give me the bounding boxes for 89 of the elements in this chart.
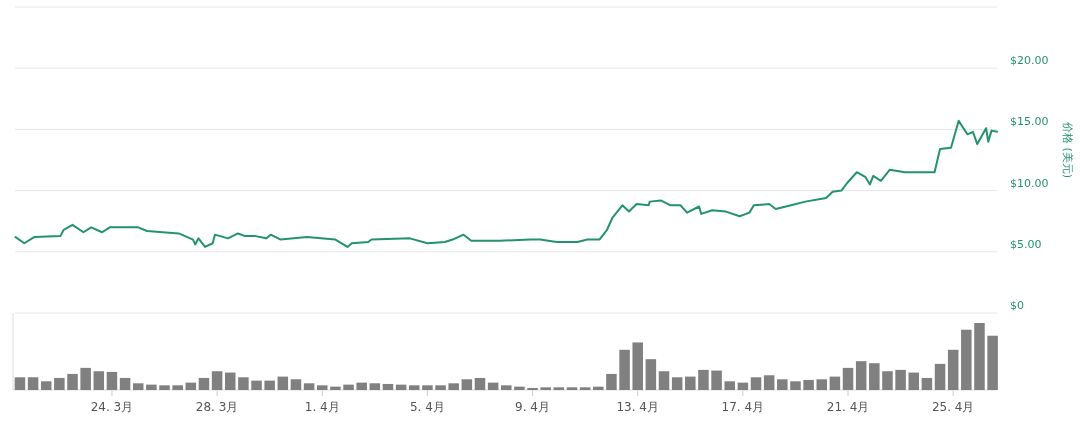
bar xyxy=(487,382,499,390)
bar xyxy=(80,367,91,390)
bar xyxy=(829,376,841,390)
bar xyxy=(527,387,538,390)
bar xyxy=(658,371,670,390)
bar xyxy=(974,323,985,390)
bar xyxy=(93,371,105,390)
bar xyxy=(921,377,933,390)
y-tick-label: $15.00 xyxy=(1010,115,1049,129)
bar xyxy=(356,382,367,390)
bar xyxy=(750,377,762,390)
bar xyxy=(146,384,157,390)
bar xyxy=(132,383,144,390)
bar xyxy=(671,377,683,390)
x-tick-label: 28. 3月 xyxy=(195,400,239,414)
bar xyxy=(474,377,486,390)
bar xyxy=(106,371,118,390)
bar xyxy=(855,361,867,390)
bar xyxy=(277,376,289,390)
x-tick-label: 17. 4月 xyxy=(721,400,765,414)
bar xyxy=(27,377,39,390)
bar xyxy=(698,369,709,390)
bar xyxy=(593,386,604,390)
x-tick-label: 21. 4月 xyxy=(826,400,870,414)
bar xyxy=(632,342,643,390)
y-tick-label: $10.00 xyxy=(1010,176,1049,190)
bar xyxy=(330,386,341,390)
y-tick-label: $5.00 xyxy=(1010,237,1042,251)
bar xyxy=(934,363,946,390)
bar xyxy=(422,385,433,390)
bar xyxy=(803,379,814,390)
y-tick-label: $20.00 xyxy=(1010,54,1049,68)
bar xyxy=(869,363,880,390)
bar xyxy=(40,381,52,390)
bar xyxy=(737,382,749,390)
bar xyxy=(579,387,591,390)
y-axis-title: 价格 (美元) xyxy=(1061,120,1074,179)
x-tick-label: 5. 4月 xyxy=(409,400,445,414)
bar xyxy=(777,379,788,390)
bar xyxy=(711,370,722,390)
bar xyxy=(553,387,565,390)
bar xyxy=(816,379,827,390)
bar xyxy=(961,329,972,390)
bar xyxy=(540,387,551,390)
bar xyxy=(224,372,236,390)
bar xyxy=(251,380,262,390)
bar xyxy=(303,383,315,390)
bar xyxy=(842,367,854,390)
bar xyxy=(382,383,394,390)
bar xyxy=(619,349,630,390)
bar xyxy=(895,369,906,390)
x-tick-label: 9. 4月 xyxy=(515,400,551,414)
bar xyxy=(501,385,512,390)
x-tick-label: 25. 4月 xyxy=(931,400,975,414)
bar xyxy=(14,377,26,390)
bar xyxy=(685,376,696,390)
bar xyxy=(514,386,525,390)
bar xyxy=(264,380,275,390)
bar xyxy=(882,371,893,390)
bar xyxy=(645,359,657,390)
x-tick-label: 24. 3月 xyxy=(90,400,134,414)
bar xyxy=(290,379,302,390)
x-tick-label: 1. 4月 xyxy=(304,400,340,414)
bar xyxy=(763,375,775,390)
bar xyxy=(369,383,381,390)
bar xyxy=(606,373,617,390)
bar xyxy=(987,335,998,390)
bar xyxy=(211,371,223,390)
bar xyxy=(435,385,446,390)
bar xyxy=(448,383,459,390)
bar xyxy=(566,387,578,390)
bar xyxy=(54,377,65,390)
bar xyxy=(198,377,210,390)
bar xyxy=(947,349,959,390)
bar xyxy=(790,381,801,390)
bar xyxy=(343,384,354,390)
bar xyxy=(67,373,78,390)
bar xyxy=(185,382,197,390)
bar xyxy=(461,379,473,390)
x-tick-label: 13. 4月 xyxy=(616,400,659,414)
bar xyxy=(172,385,183,390)
bar xyxy=(316,385,328,390)
bar xyxy=(159,385,170,390)
y-tick-label: $0 xyxy=(1010,299,1024,312)
bar xyxy=(908,372,920,390)
bar xyxy=(724,381,735,390)
bar xyxy=(119,377,131,390)
bar xyxy=(409,385,420,390)
bar xyxy=(238,377,249,390)
